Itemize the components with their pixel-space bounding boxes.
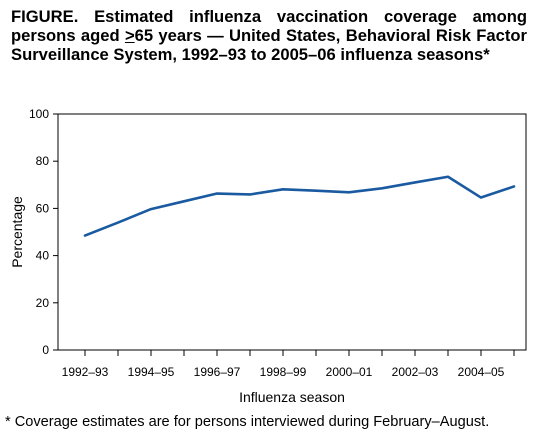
y-tick-label: 80 (36, 154, 50, 168)
series-line (83, 175, 516, 237)
plot-frame (57, 113, 527, 351)
x-tick-label: 2000–01 (326, 365, 373, 379)
figure-title-lead: FIGURE. Estimated influenza vaccination … (11, 7, 527, 45)
x-tick-label: 2004–05 (458, 365, 505, 379)
data-point (414, 181, 416, 184)
data-point (447, 175, 449, 178)
data-point (348, 191, 350, 194)
x-axis-label: Influenza season (239, 389, 345, 405)
data-point (150, 208, 152, 210)
x-tick-label: 1998–99 (260, 365, 307, 379)
y-tick-label: 40 (36, 249, 50, 263)
data-point (216, 192, 218, 195)
y-axis-label: Percentage (9, 196, 25, 268)
data-point (117, 221, 119, 224)
data-point (381, 187, 383, 190)
footnote: * Coverage estimates are for persons int… (5, 414, 490, 430)
figure-title-rest: 65 years — United States, Behavioral Ris… (11, 26, 527, 64)
data-point (315, 189, 317, 192)
y-tick-label: 100 (29, 107, 49, 121)
data-point (249, 193, 251, 196)
data-point (513, 185, 515, 188)
greater-equal-symbol: > (124, 26, 135, 45)
y-tick-label: 60 (36, 201, 50, 215)
x-tick-label: 1996–97 (194, 365, 241, 379)
data-point (183, 200, 185, 203)
data-point (84, 234, 86, 237)
y-tick-label: 20 (36, 296, 50, 310)
x-tick-label: 1994–95 (128, 365, 175, 379)
data-point (480, 196, 482, 199)
x-tick-label: 2002–03 (392, 365, 439, 379)
x-tick-label: 1992–93 (62, 365, 109, 379)
data-point (282, 188, 284, 191)
figure-title: FIGURE. Estimated influenza vaccination … (11, 7, 527, 64)
y-tick-label: 0 (42, 343, 49, 357)
